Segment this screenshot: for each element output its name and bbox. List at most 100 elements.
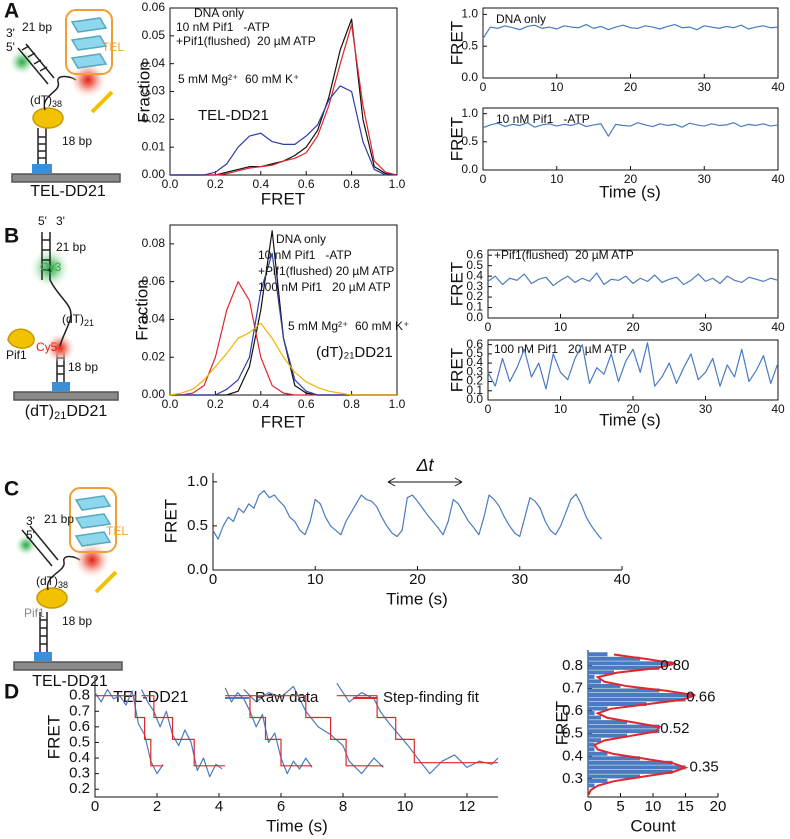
histogram-bar	[588, 692, 692, 697]
y-tick-label: 0.5	[461, 38, 478, 52]
y-axis-label: FRET	[44, 715, 63, 759]
x-tick-label: 0.4	[252, 177, 269, 191]
x-tick-label: 0	[485, 320, 492, 334]
data-line	[170, 85, 397, 176]
annotation: TEL-DD21	[198, 107, 269, 124]
trace-title: 10 nM Pif1 -ATP	[496, 112, 590, 126]
schematic-text: (dT)	[30, 93, 52, 107]
y-tick-label: 0.4	[562, 747, 583, 764]
peak-label: 0.52	[660, 720, 689, 737]
y-tick-label: 0.4	[466, 268, 483, 282]
y-tick-label: 0.5	[461, 134, 478, 148]
peak-label: 0.80	[660, 657, 689, 674]
x-tick-label: 6	[277, 798, 285, 815]
annotation: 5 mM Mg²⁺ 60 mM K⁺	[288, 319, 409, 333]
y-tick-label: 0.5	[466, 346, 483, 360]
schematic-text: 5'	[38, 214, 47, 228]
histogram-bar	[588, 720, 627, 725]
x-tick-label: 20	[626, 320, 640, 334]
data-line	[95, 695, 498, 767]
x-axis-label: Time (s)	[266, 816, 328, 835]
schematic-text: 18 bp	[62, 614, 92, 628]
histogram-bar	[588, 661, 673, 666]
x-tick-label: 20	[710, 798, 727, 815]
schematic-label: (dT)38	[30, 93, 62, 109]
y-tick-label: 0.2	[69, 780, 90, 797]
x-tick-label: 10	[554, 320, 568, 334]
y-tick-label: 1.0	[461, 7, 478, 21]
x-tick-label: 0.4	[252, 397, 269, 411]
histogram-bar	[588, 688, 660, 693]
x-axis-label: FRET	[261, 412, 305, 431]
histogram-bar	[588, 765, 686, 770]
schematic-subscript: 21	[54, 410, 66, 422]
data-line	[212, 490, 603, 540]
y-tick-label: 0.0	[466, 392, 483, 406]
y-tick-label: 0.8	[562, 657, 583, 674]
legend-entry: +Pif1(flushed) 20 µM ATP	[176, 34, 316, 48]
schematic-label: 18 bp	[62, 614, 92, 628]
axis-lines	[212, 473, 622, 571]
y-tick-label: 0.04	[142, 56, 166, 70]
y-axis-label: FRET	[161, 499, 180, 543]
y-tick-label: 0.4	[69, 749, 90, 766]
x-tick-label: 30	[698, 80, 712, 94]
y-tick-label: 0.02	[142, 349, 166, 363]
y-axis-label: Fraction	[132, 279, 151, 340]
histogram-bar	[588, 769, 673, 774]
y-tick-label: 0.03	[142, 84, 166, 98]
schematic-text: TEL	[106, 524, 128, 538]
histogram-bar	[588, 706, 608, 711]
histogram-bar	[588, 774, 640, 779]
trace-title: 100 nM Pif1 20 µM ATP	[494, 342, 627, 356]
y-tick-label: 0.5	[69, 733, 90, 750]
y-tick-label: 0.1	[466, 300, 483, 314]
data-line	[170, 24, 398, 176]
schematic-label: (dT)21	[62, 312, 94, 328]
y-tick-label: 0.05	[142, 28, 166, 42]
schematic-label: TEL	[102, 40, 124, 54]
y-tick-label: 0.0	[187, 561, 208, 578]
histogram-bar	[588, 724, 660, 729]
schematic-label: Pif1	[6, 348, 27, 362]
panel-label: A	[4, 0, 19, 23]
legend-entry: DNA only	[276, 232, 326, 246]
histogram-bar	[588, 665, 660, 670]
peak-label: 0.66	[686, 688, 715, 705]
y-tick-label: 0.7	[562, 679, 583, 696]
schematic-label: 21 bp	[56, 240, 86, 254]
x-tick-label: 40	[771, 80, 785, 94]
data-line	[487, 272, 779, 287]
schematic-label: 3'	[26, 514, 35, 528]
histogram-bar	[588, 715, 601, 720]
schematic-subscript: 38	[52, 99, 62, 109]
x-tick-label: 5	[616, 798, 624, 815]
y-axis-label: FRET	[447, 117, 466, 161]
histogram-bar	[588, 670, 614, 675]
schematic-text: Cy5	[36, 340, 58, 354]
x-tick-label: 30	[699, 320, 713, 334]
annotation: 5 mM Mg²⁺ 60 mM K⁺	[178, 72, 299, 86]
schematic-label: 3'	[56, 214, 65, 228]
schematic-text: 3'	[56, 214, 65, 228]
y-axis-label: Fraction	[134, 61, 153, 122]
x-tick-label: 40	[771, 172, 785, 186]
x-tick-label: 10	[554, 402, 568, 416]
x-tick-label: 0.8	[343, 177, 360, 191]
panel-label: B	[4, 225, 19, 248]
schematic-text: 5'	[6, 40, 15, 54]
y-tick-label: 0.01	[142, 139, 166, 153]
legend-entry: 10 nM Pif1 -ATP	[258, 248, 352, 262]
y-tick-label: 0.0	[461, 70, 478, 84]
x-tick-label: 20	[626, 402, 640, 416]
histogram-bar	[588, 702, 647, 707]
y-tick-label: 0.2	[466, 289, 483, 303]
annotation: Δt	[415, 455, 434, 475]
y-tick-label: 0.2	[466, 374, 483, 388]
schematic-b	[7, 232, 119, 401]
y-tick-label: 0.02	[142, 112, 166, 126]
histogram-bar	[588, 756, 640, 761]
legend-entry: Step-finding fit	[383, 689, 480, 706]
y-tick-label: 0.7	[69, 702, 90, 719]
x-tick-label: 12	[459, 798, 476, 815]
